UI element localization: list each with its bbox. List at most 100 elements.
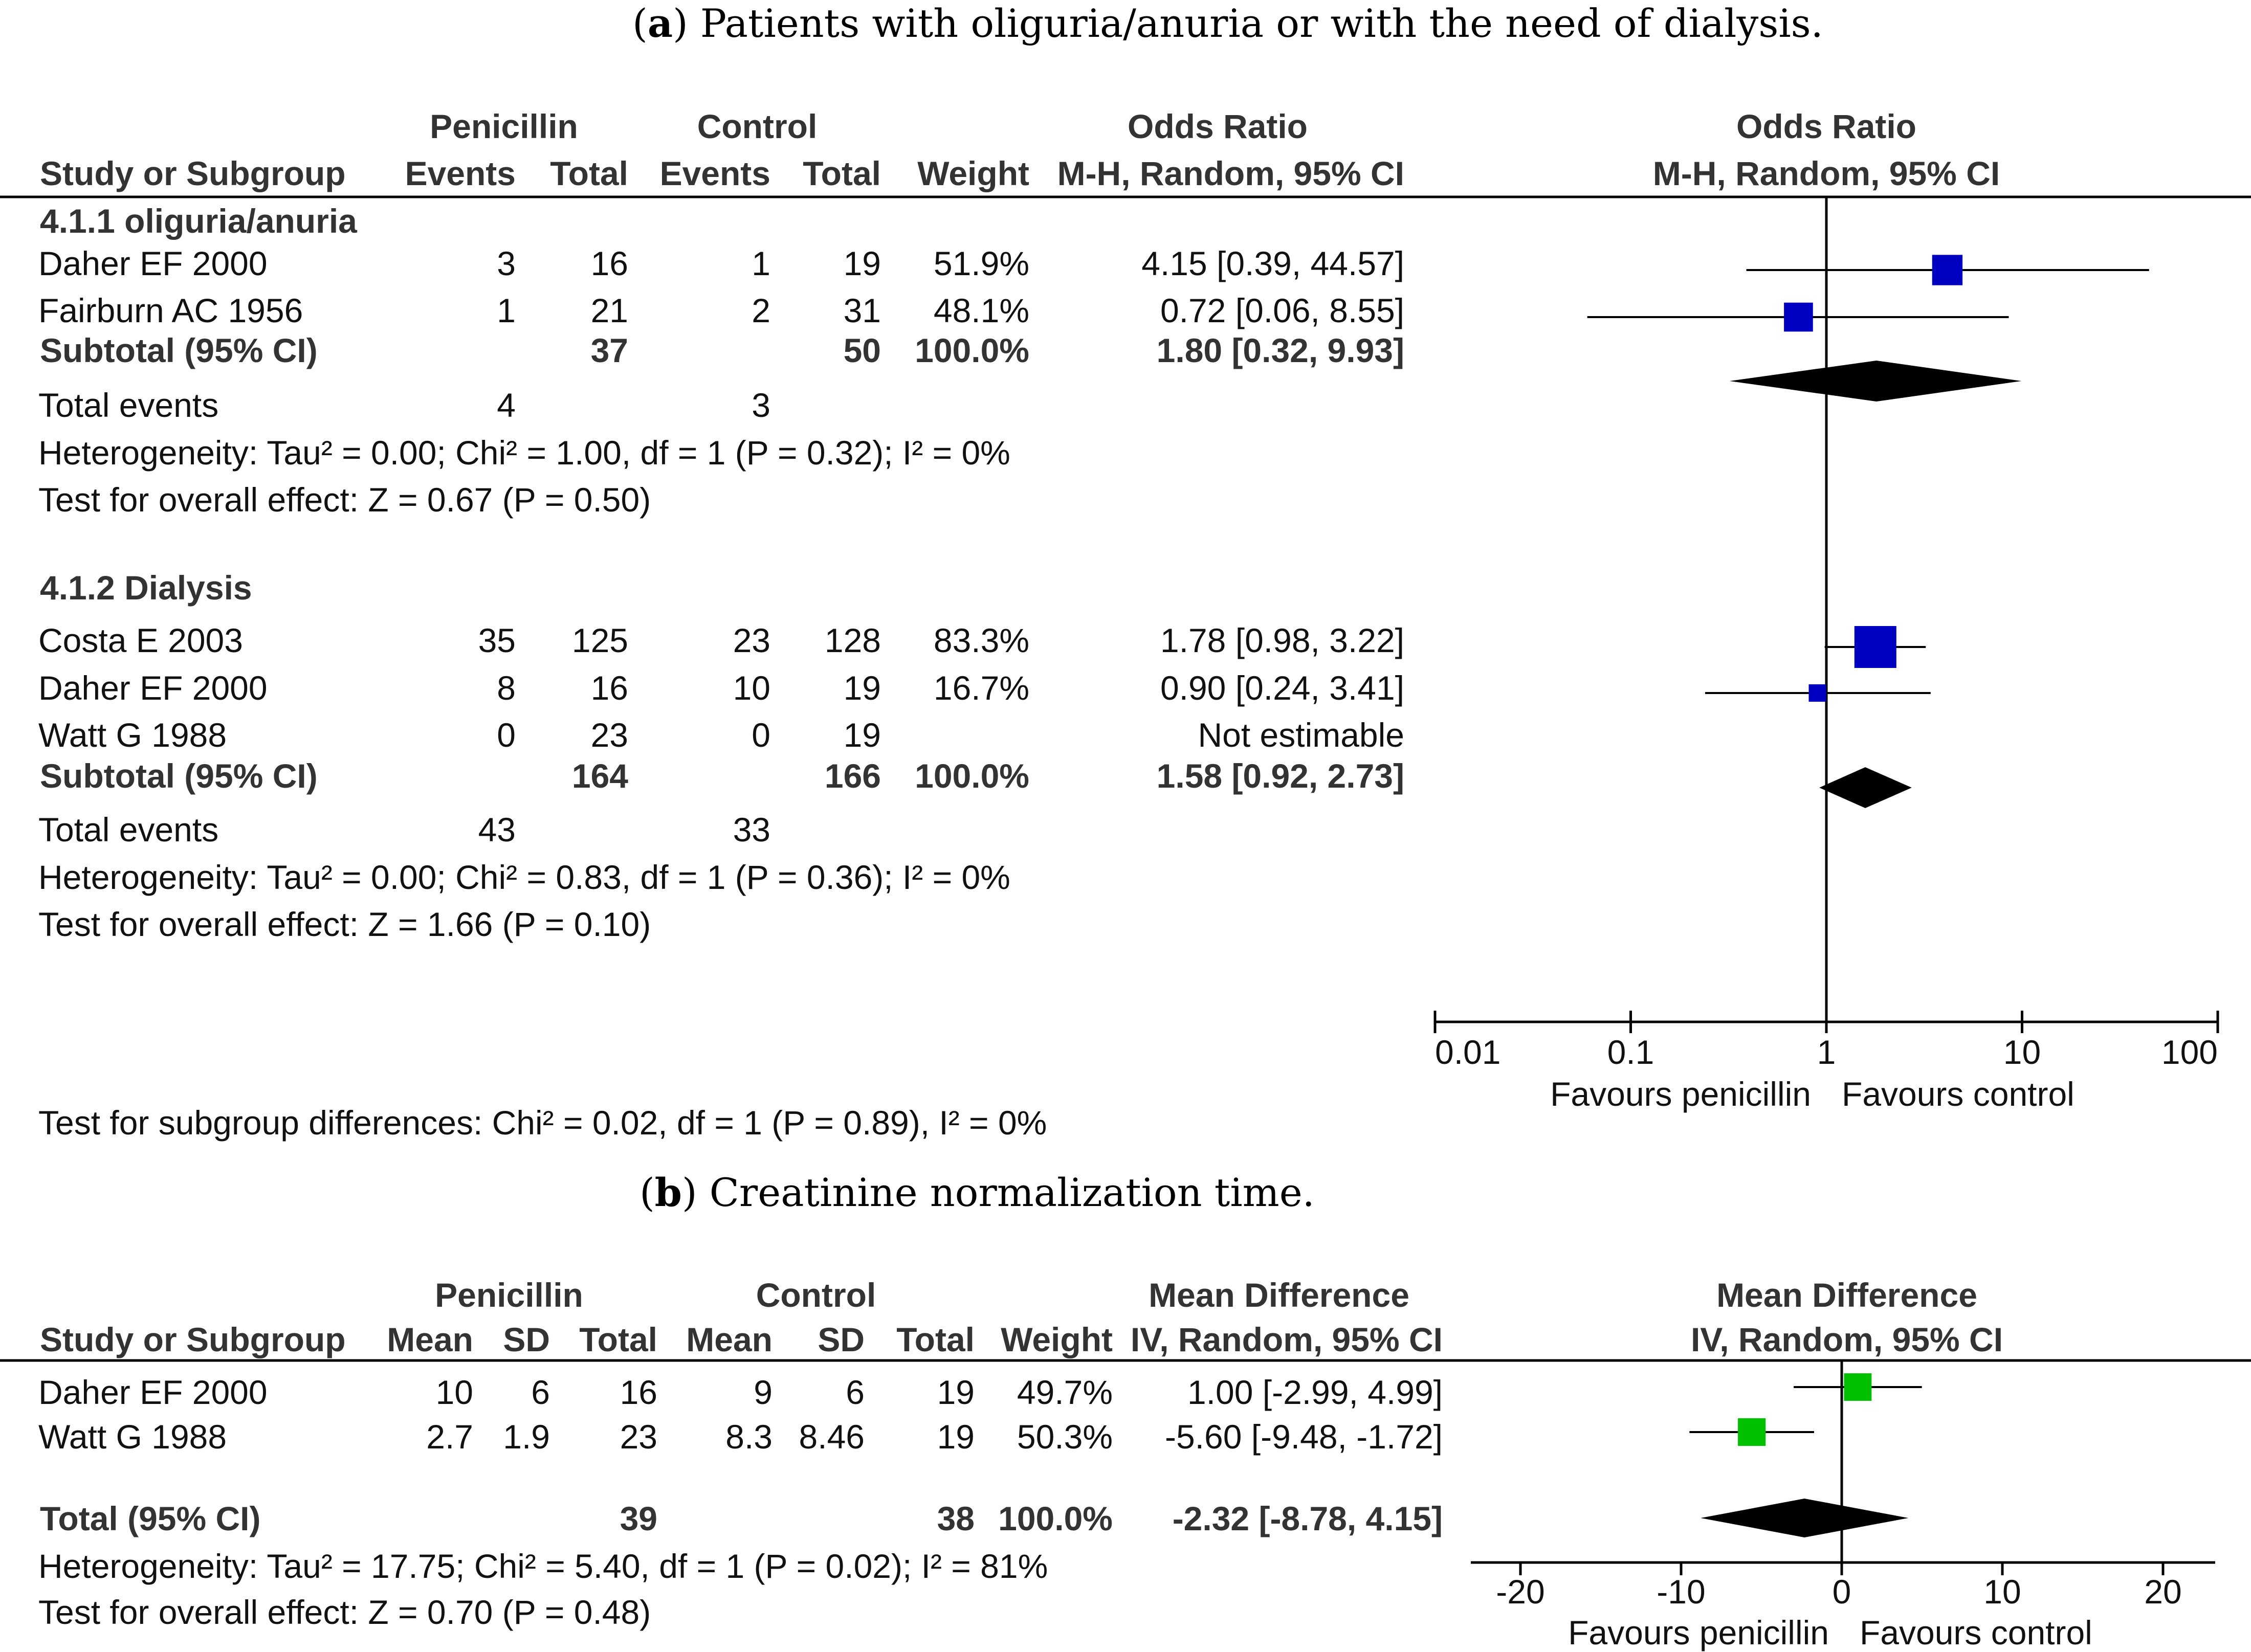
study-name: Daher EF 2000 <box>38 669 268 707</box>
x-tick-label: 100 <box>2161 1033 2218 1071</box>
control-total: 19 <box>937 1418 975 1456</box>
x-tick-label: 0.01 <box>1435 1033 1500 1071</box>
total-label: Total (95% CI) <box>40 1500 260 1537</box>
total-penicillin: 39 <box>620 1500 657 1537</box>
total-weight: 100.0% <box>998 1500 1113 1537</box>
study-ci-text: 1.78 [0.98, 3.22] <box>1160 621 1404 659</box>
subgroup-title: 4.1.2 Dialysis <box>40 569 252 607</box>
total-events-penicillin: 43 <box>478 811 516 849</box>
subtotal-penicillin-total: 164 <box>572 757 628 795</box>
control-sd: 8.46 <box>799 1418 865 1456</box>
total-events-penicillin: 4 <box>497 386 516 424</box>
subtotal-ci-text: 1.58 [0.92, 2.73] <box>1157 757 1404 795</box>
control-mean: 9 <box>754 1373 773 1411</box>
column-header-events: Events <box>660 154 770 192</box>
penicillin-total: 16 <box>591 244 628 282</box>
total-ci-text: -2.32 [-8.78, 4.15] <box>1173 1500 1443 1537</box>
penicillin-total: 16 <box>591 669 628 707</box>
study-weight: 49.7% <box>1017 1373 1113 1411</box>
control-total: 31 <box>844 292 881 329</box>
study-weight: 50.3% <box>1017 1418 1113 1456</box>
column-header-study: Study or Subgroup <box>40 1321 346 1358</box>
study-weight: 16.7% <box>934 669 1029 707</box>
study-ci-text: Not estimable <box>1198 716 1404 754</box>
study-marker <box>1784 302 1813 332</box>
study-name: Watt G 1988 <box>38 1418 227 1456</box>
overall-effect-text: Test for overall effect: Z = 1.66 (P = 0… <box>38 905 651 943</box>
subtotal-control-total: 166 <box>825 757 881 795</box>
penicillin-total: 21 <box>591 292 628 329</box>
penicillin-events: 0 <box>497 716 516 754</box>
column-header-mean: Mean <box>387 1321 473 1358</box>
heterogeneity-text: Heterogeneity: Tau² = 0.00; Chi² = 1.00,… <box>38 434 1010 472</box>
column-header-mean: Mean <box>686 1321 773 1358</box>
column-header-events: Events <box>405 154 516 192</box>
column-header-total: Total <box>803 154 881 192</box>
subtotal-label: Subtotal (95% CI) <box>40 331 318 369</box>
total-events-label: Total events <box>38 386 218 424</box>
total-events-label: Total events <box>38 811 218 849</box>
favours-right-label: Favours control <box>1860 1614 2092 1651</box>
control-total: 19 <box>937 1373 975 1411</box>
column-header-study: Study or Subgroup <box>40 154 346 192</box>
penicillin-events: 1 <box>497 292 516 329</box>
effect-measure-header: Odds Ratio <box>1128 107 1308 145</box>
group-label-penicillin: Penicillin <box>435 1276 583 1314</box>
total-events-control: 33 <box>733 811 770 849</box>
heterogeneity-text: Heterogeneity: Tau² = 17.75; Chi² = 5.40… <box>38 1547 1048 1585</box>
study-name: Daher EF 2000 <box>38 1373 268 1411</box>
study-name: Fairburn AC 1956 <box>38 292 303 329</box>
study-marker <box>1844 1373 1872 1401</box>
penicillin-events: 8 <box>497 669 516 707</box>
subtotal-control-total: 50 <box>844 331 881 369</box>
x-tick-label: 0 <box>1833 1573 1851 1611</box>
study-ci-text: 1.00 [-2.99, 4.99] <box>1187 1373 1443 1411</box>
study-weight: 48.1% <box>934 292 1029 329</box>
x-tick-label: -10 <box>1657 1573 1705 1611</box>
study-marker <box>1808 684 1826 702</box>
penicillin-total: 23 <box>620 1418 657 1456</box>
subtotal-diamond <box>1819 767 1912 808</box>
study-ci-text: 0.72 [0.06, 8.55] <box>1160 292 1404 329</box>
study-weight: 51.9% <box>934 244 1029 282</box>
study-name: Daher EF 2000 <box>38 244 268 282</box>
penicillin-events: 3 <box>497 244 516 282</box>
total-diamond <box>1701 1499 1909 1537</box>
subtotal-diamond <box>1729 361 2022 401</box>
x-tick-label: 10 <box>2003 1033 2041 1071</box>
column-header-ci: IV, Random, 95% CI <box>1131 1321 1443 1358</box>
control-events: 23 <box>733 621 770 659</box>
column-header-ci: M-H, Random, 95% CI <box>1057 154 1404 192</box>
plot-method-header: M-H, Random, 95% CI <box>1653 154 2000 192</box>
plot-measure-header: Odds Ratio <box>1736 107 1916 145</box>
control-total: 128 <box>825 621 881 659</box>
column-header-sd: SD <box>818 1321 865 1358</box>
control-events: 2 <box>752 292 770 329</box>
effect-measure-header: Mean Difference <box>1149 1276 1409 1314</box>
control-events: 1 <box>752 244 770 282</box>
study-ci-text: -5.60 [-9.48, -1.72] <box>1165 1418 1443 1456</box>
favours-right-label: Favours control <box>1842 1075 2075 1113</box>
study-marker <box>1932 255 1963 285</box>
study-marker <box>1854 626 1896 668</box>
overall-effect-text: Test for overall effect: Z = 0.70 (P = 0… <box>38 1593 651 1631</box>
caption-b: (b) Creatinine normalization time. <box>639 1170 1315 1215</box>
control-total: 19 <box>844 716 881 754</box>
group-label-control: Control <box>697 107 818 145</box>
total-control: 38 <box>937 1500 975 1537</box>
control-events: 0 <box>752 716 770 754</box>
x-tick-label: 0.1 <box>1607 1033 1654 1071</box>
overall-effect-text: Test for overall effect: Z = 0.67 (P = 0… <box>38 481 651 519</box>
column-header-sd: SD <box>503 1321 550 1358</box>
study-marker <box>1738 1418 1766 1446</box>
favours-left-label: Favours penicillin <box>1550 1075 1811 1113</box>
penicillin-events: 35 <box>478 621 516 659</box>
group-label-control: Control <box>756 1276 876 1314</box>
study-name: Costa E 2003 <box>38 621 243 659</box>
favours-left-label: Favours penicillin <box>1568 1614 1829 1651</box>
subgroup-title: 4.1.1 oliguria/anuria <box>40 202 358 240</box>
heterogeneity-text: Heterogeneity: Tau² = 0.00; Chi² = 0.83,… <box>38 858 1010 896</box>
column-header-weight: Weight <box>917 154 1029 192</box>
penicillin-mean: 2.7 <box>426 1418 473 1456</box>
